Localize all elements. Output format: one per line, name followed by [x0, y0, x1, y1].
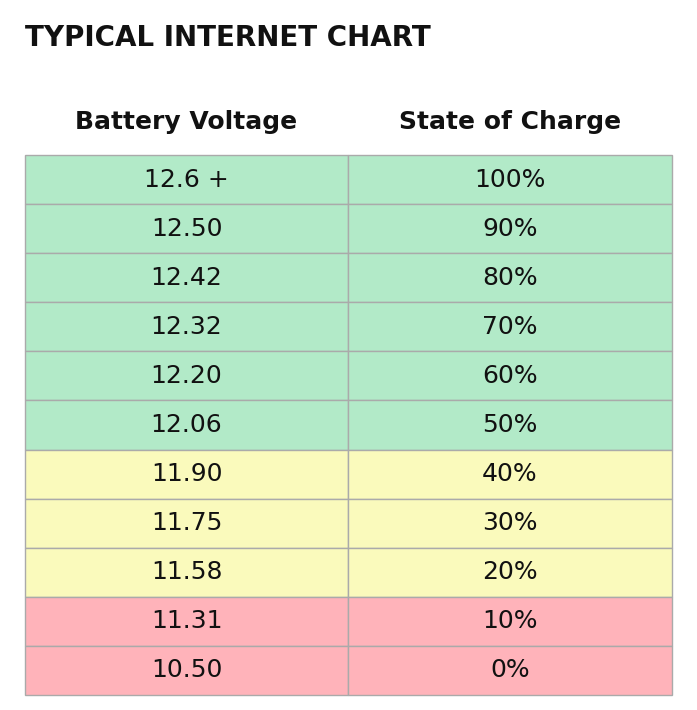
Text: 0%: 0%: [490, 658, 530, 682]
Text: 10%: 10%: [482, 609, 538, 633]
Text: 12.6 +: 12.6 +: [144, 168, 229, 192]
Text: 60%: 60%: [482, 364, 538, 388]
Bar: [25, 449, 348, 498]
Text: 100%: 100%: [475, 168, 546, 192]
Bar: [25, 547, 348, 597]
Text: 10.50: 10.50: [151, 658, 222, 682]
Text: 20%: 20%: [482, 560, 538, 584]
Text: 11.75: 11.75: [151, 511, 222, 535]
Bar: [348, 155, 672, 204]
Text: 12.42: 12.42: [151, 266, 222, 290]
Text: 11.90: 11.90: [151, 462, 222, 486]
Bar: [25, 253, 348, 302]
Bar: [348, 498, 672, 547]
Bar: [25, 498, 348, 547]
Bar: [348, 597, 672, 646]
Bar: [348, 351, 672, 400]
Text: 50%: 50%: [482, 413, 537, 437]
Bar: [348, 646, 672, 695]
Text: 80%: 80%: [482, 266, 538, 290]
Text: 12.20: 12.20: [151, 364, 222, 388]
Bar: [25, 400, 348, 449]
Bar: [348, 449, 672, 498]
Text: 11.58: 11.58: [151, 560, 222, 584]
Bar: [348, 302, 672, 351]
Text: 40%: 40%: [482, 462, 538, 486]
Text: 12.32: 12.32: [151, 315, 222, 339]
Bar: [25, 204, 348, 253]
Text: Battery Voltage: Battery Voltage: [75, 110, 298, 134]
Bar: [25, 351, 348, 400]
Text: 12.50: 12.50: [151, 217, 222, 241]
Bar: [25, 155, 348, 204]
Bar: [25, 302, 348, 351]
Text: 12.06: 12.06: [151, 413, 222, 437]
Bar: [25, 646, 348, 695]
Bar: [348, 400, 672, 449]
Text: 11.31: 11.31: [151, 609, 222, 633]
Bar: [348, 253, 672, 302]
Bar: [25, 597, 348, 646]
Text: 90%: 90%: [482, 217, 538, 241]
Bar: [348, 547, 672, 597]
Text: 30%: 30%: [482, 511, 538, 535]
Text: 70%: 70%: [482, 315, 538, 339]
Text: State of Charge: State of Charge: [399, 110, 621, 134]
Bar: [348, 204, 672, 253]
Text: TYPICAL INTERNET CHART: TYPICAL INTERNET CHART: [25, 24, 431, 52]
